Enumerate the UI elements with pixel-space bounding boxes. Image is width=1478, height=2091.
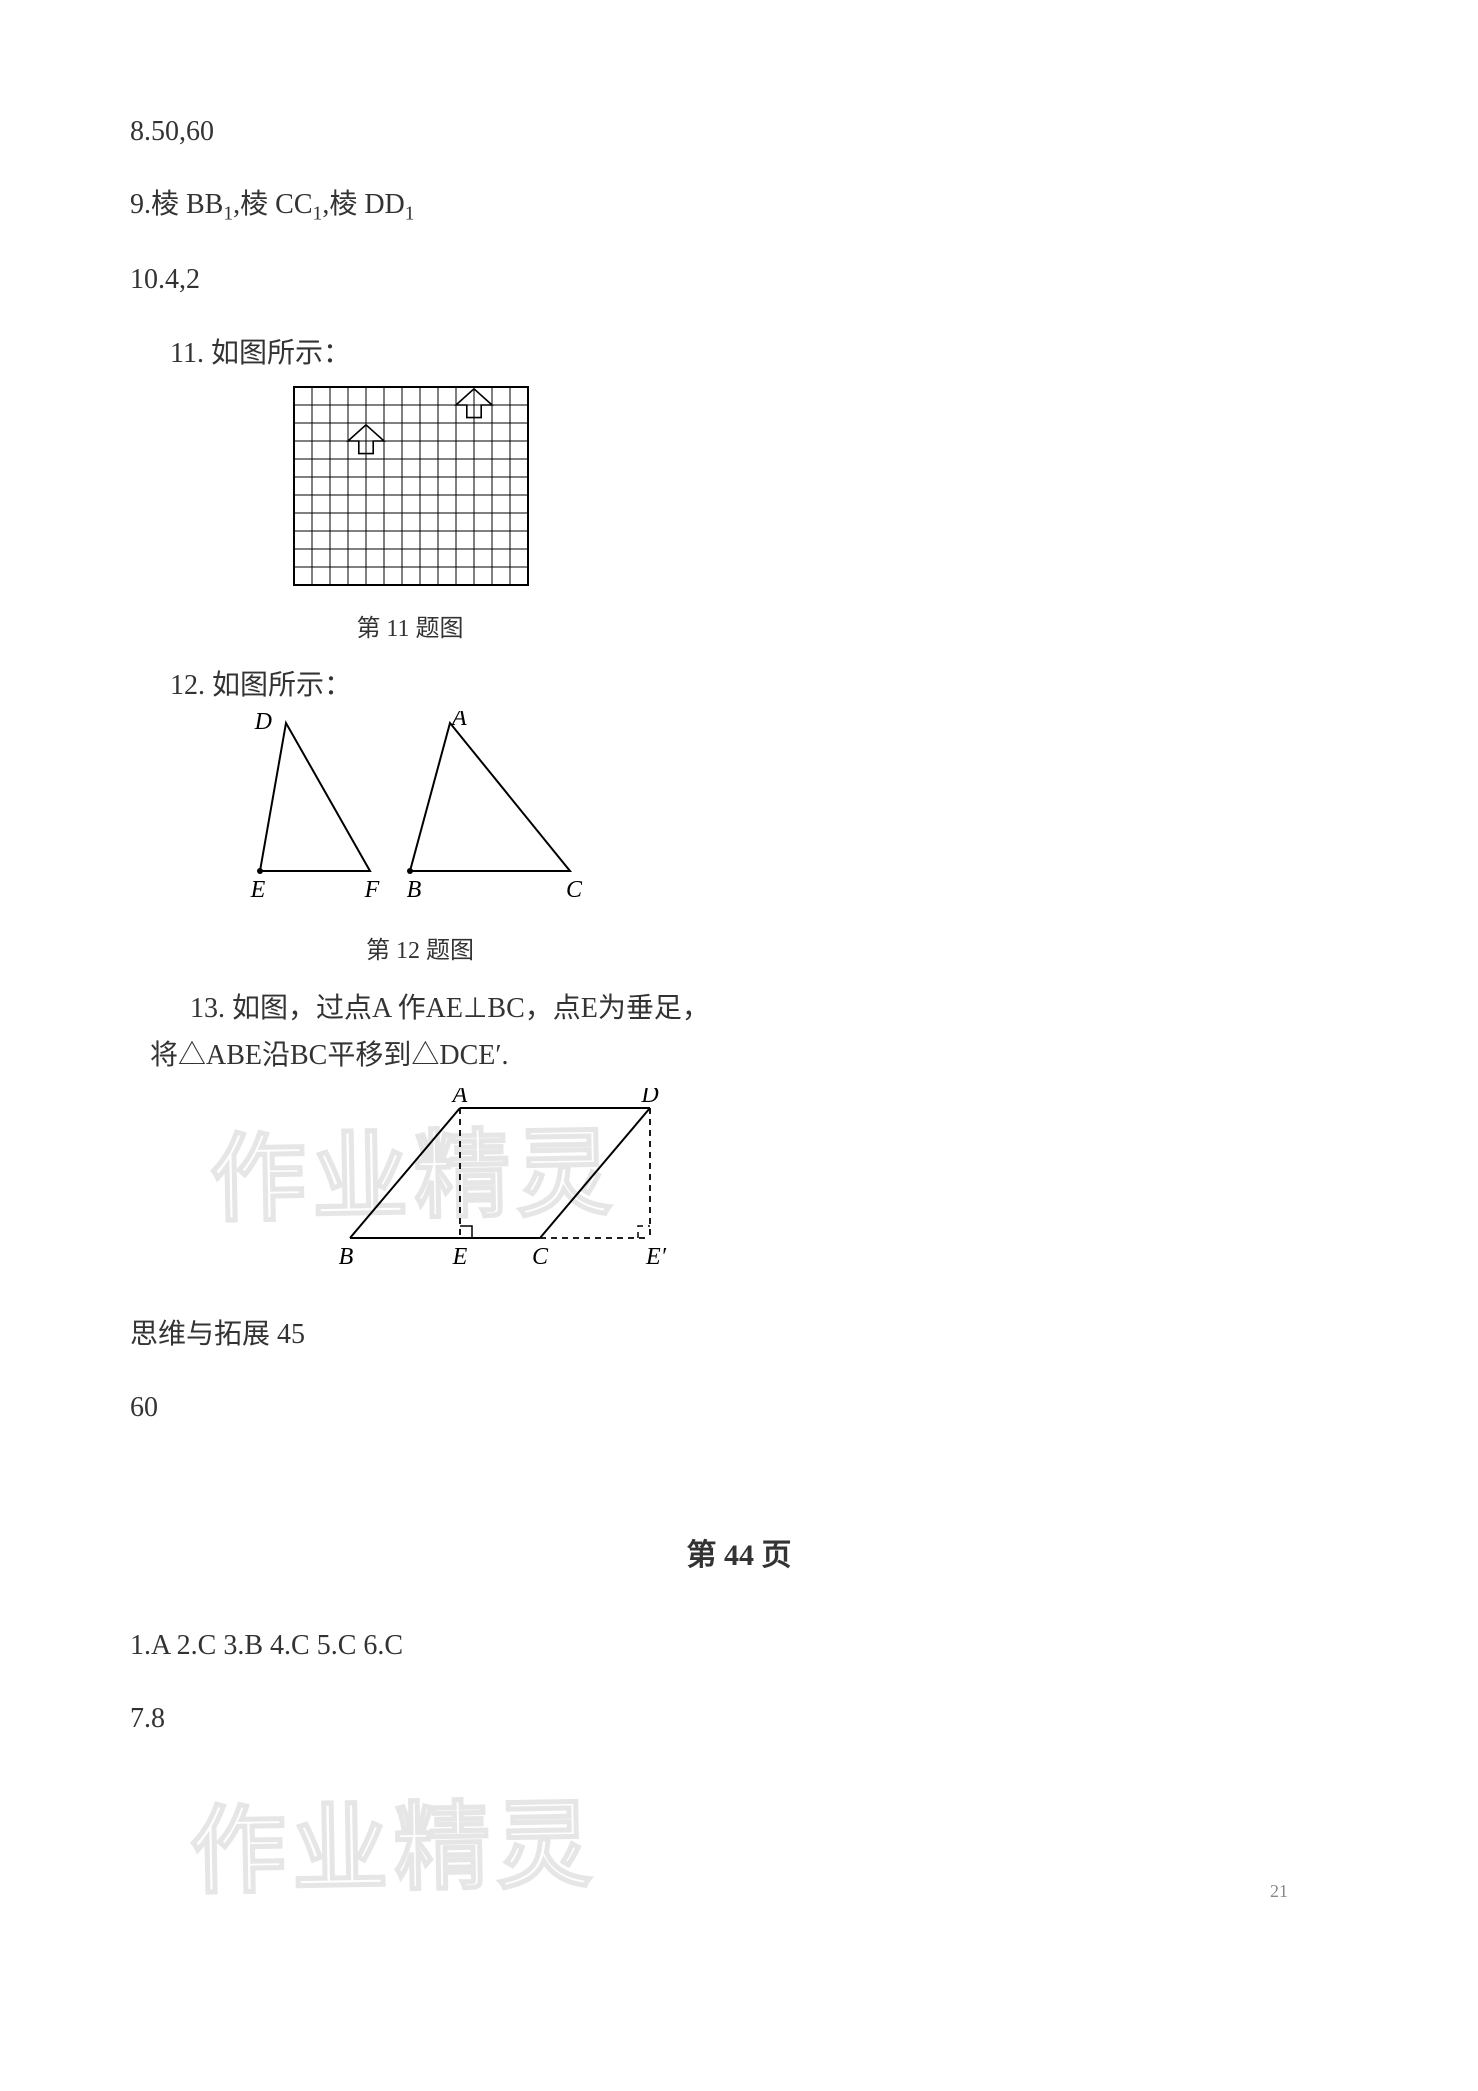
answer-9-part3: ,棱 DD	[322, 189, 404, 220]
answer-9-sub3: 1	[405, 203, 415, 224]
answer-9: 9.棱 BB1,棱 CC1,棱 DD1	[130, 183, 1348, 230]
svg-text:C: C	[532, 1244, 549, 1270]
question-12-block: 12. 如图所示： D A E F B C 第 12 题图	[170, 663, 1348, 965]
question-13-block: 13. 如图，过点A 作AE⊥BC，点E为垂足， 将△ABE沿BC平移到△DCE…	[130, 985, 1348, 1283]
page-44-header: 第 44 页	[130, 1530, 1348, 1574]
q12-figure: D A E F B C	[220, 711, 620, 921]
answer-8: 8.50,60	[130, 110, 1348, 155]
q13-line1: 13. 如图，过点A 作AE⊥BC，点E为垂足，	[190, 993, 710, 1024]
answer-9-part2: ,棱 CC	[233, 189, 312, 220]
thinking-expansion: 思维与拓展 45	[130, 1313, 1348, 1358]
svg-text:E: E	[250, 877, 266, 903]
watermark-2: 作业精灵	[170, 1770, 790, 1930]
p44-line2: 7.8	[130, 1697, 1348, 1742]
svg-text:E′: E′	[645, 1244, 667, 1270]
svg-text:B: B	[407, 877, 422, 903]
answer-9-sub2: 1	[313, 203, 323, 224]
p44-line1: 1.A 2.C 3.B 4.C 5.C 6.C	[130, 1624, 1348, 1669]
q12-lead: 12. 如图所示：	[170, 663, 1348, 703]
question-11-block: 11. 如图所示： 第 11 题图	[170, 331, 1348, 643]
page-number: 21	[1270, 1881, 1288, 1902]
svg-text:作业精灵: 作业精灵	[189, 1792, 599, 1906]
svg-text:D: D	[254, 711, 272, 735]
q13-text: 13. 如图，过点A 作AE⊥BC，点E为垂足， 将△ABE沿BC平移到△DCE…	[150, 985, 1348, 1080]
answer-9-sub1: 1	[223, 203, 233, 224]
svg-text:E: E	[452, 1244, 468, 1270]
svg-text:D: D	[640, 1088, 658, 1108]
q11-caption: 第 11 题图	[250, 608, 570, 643]
answer-60: 60	[130, 1386, 1348, 1431]
answer-9-part1: 9.棱 BB	[130, 189, 223, 220]
svg-text:A: A	[450, 711, 467, 731]
q11-figure	[280, 379, 540, 599]
answer-10: 10.4,2	[130, 258, 1348, 303]
svg-text:B: B	[339, 1244, 354, 1270]
q12-caption: 第 12 题图	[210, 930, 630, 965]
q11-lead: 11. 如图所示：	[170, 331, 1348, 371]
svg-text:F: F	[364, 877, 380, 903]
q13-line2: 将△ABE沿BC平移到△DCE′.	[150, 1040, 508, 1071]
q13-figure: A D B E C E′	[290, 1088, 710, 1278]
svg-text:C: C	[566, 877, 583, 903]
svg-text:A: A	[451, 1088, 468, 1108]
